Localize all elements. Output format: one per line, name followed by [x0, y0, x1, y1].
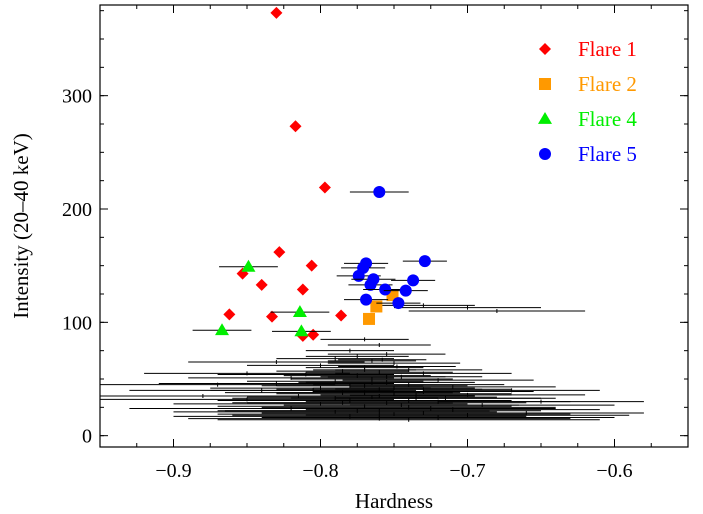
x-tick-label: −0.7	[449, 460, 485, 482]
flare-5-point	[360, 293, 373, 306]
legend-label-flare-4: Flare 4	[578, 107, 637, 131]
flare-4-point	[215, 323, 230, 336]
flare-1-point	[223, 308, 236, 321]
flare-4-point	[294, 324, 309, 337]
flare-4-point	[292, 305, 307, 318]
x-tick-label: −0.6	[596, 460, 632, 482]
legend-label-flare-5: Flare 5	[578, 142, 637, 166]
legend-label-flare-2: Flare 2	[578, 72, 637, 96]
x-tick-label: −0.8	[302, 460, 338, 482]
flare-1-point	[265, 310, 278, 323]
axis-ticks: −0.9 −0.8 −0.7 −0.6 0 100 200 300	[62, 5, 689, 482]
series-flare-5	[336, 186, 447, 310]
flare-2-point	[363, 312, 376, 325]
flare-1-point	[273, 246, 286, 259]
flare-5-point	[418, 255, 431, 268]
legend-label-flare-1: Flare 1	[578, 37, 637, 61]
flare-1-point	[305, 259, 318, 272]
flare-2-point	[370, 300, 383, 313]
x-axis-title: Hardness	[355, 489, 433, 513]
series-flare-1	[223, 6, 348, 342]
series-flare-4	[192, 259, 331, 337]
flare-1-point	[289, 120, 302, 133]
flare-1-point	[255, 278, 268, 291]
legend-marker-flare-1	[539, 43, 551, 55]
legend: Flare 1 Flare 2 Flare 4 Flare 5	[538, 37, 637, 166]
flare-1-point	[318, 181, 331, 194]
flare-1-point	[307, 328, 320, 341]
flare-5-point	[407, 274, 420, 287]
flare-1-point	[296, 283, 309, 296]
flare-1-point	[270, 6, 283, 19]
flare-series	[192, 6, 447, 342]
flare-5-point	[373, 186, 386, 198]
y-axis-title: Intensity (20–40 keV)	[9, 133, 33, 318]
flare-4-point	[241, 259, 256, 272]
y-tick-label: 300	[62, 86, 92, 108]
flare-5-point	[357, 261, 370, 274]
flare-5-point	[392, 297, 405, 310]
legend-marker-flare-5	[539, 148, 551, 160]
y-tick-label: 100	[62, 312, 92, 334]
y-tick-label: 0	[82, 426, 92, 448]
flare-5-point	[379, 283, 392, 296]
y-tick-label: 200	[62, 199, 92, 221]
flare-1-point	[335, 309, 348, 322]
legend-marker-flare-4	[538, 112, 552, 124]
legend-marker-flare-2	[539, 78, 551, 90]
background-points	[100, 303, 644, 422]
x-tick-label: −0.9	[155, 460, 191, 482]
flare-5-point	[399, 284, 412, 297]
flare-5-point	[364, 278, 377, 291]
